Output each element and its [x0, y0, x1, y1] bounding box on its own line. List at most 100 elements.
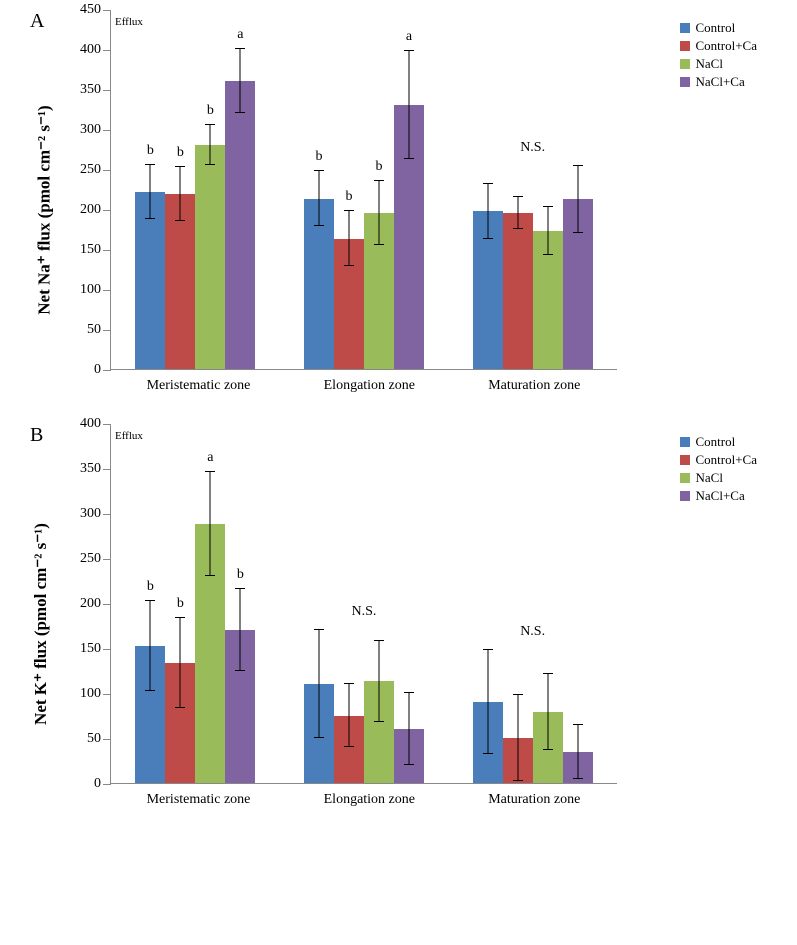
legend-item: NaCl: [680, 56, 758, 72]
error-cap: [145, 690, 155, 691]
error-cap: [573, 165, 583, 166]
y-tick-label: 50: [87, 322, 101, 338]
error-cap: [175, 166, 185, 167]
error-cap: [374, 721, 384, 722]
panel-b-ylabel: Net K⁺ flux (pmol cm⁻² s⁻¹): [31, 523, 51, 725]
bar: a: [225, 81, 255, 369]
significance-label: b: [177, 596, 184, 612]
y-tick-label: 100: [80, 282, 101, 298]
y-tick: [103, 330, 111, 331]
bar-group: bbab: [135, 524, 255, 783]
y-tick: [103, 90, 111, 91]
legend-item: Control: [680, 434, 758, 450]
legend-item: Control: [680, 20, 758, 36]
bar: b: [364, 213, 394, 369]
significance-label: b: [147, 579, 154, 595]
y-tick-label: 350: [80, 82, 101, 98]
error-cap: [404, 50, 414, 51]
significance-label: b: [207, 103, 214, 119]
error-cap: [543, 749, 553, 750]
error-cap: [543, 254, 553, 255]
error-cap: [235, 112, 245, 113]
error-bar: [318, 171, 319, 225]
error-cap: [235, 588, 245, 589]
x-category-label: Meristematic zone: [147, 792, 251, 808]
y-tick-label: 200: [80, 596, 101, 612]
significance-label: a: [406, 29, 412, 45]
y-tick: [103, 290, 111, 291]
bars-container: bbabN.S.N.S.: [111, 424, 617, 783]
y-tick: [103, 784, 111, 785]
y-tick-label: 300: [80, 122, 101, 138]
bar-group: bbba: [135, 81, 255, 369]
y-tick-label: 50: [87, 731, 101, 747]
y-tick: [103, 694, 111, 695]
error-cap: [205, 471, 215, 472]
bars-container: bbbabbbaN.S.: [111, 10, 617, 369]
error-cap: [483, 238, 493, 239]
error-bar: [408, 51, 409, 158]
error-cap: [344, 210, 354, 211]
y-tick: [103, 424, 111, 425]
y-tick-label: 0: [94, 362, 101, 378]
ns-label: N.S.: [520, 140, 545, 156]
error-cap: [314, 629, 324, 630]
legend-swatch: [680, 77, 690, 87]
panel-b: B Efflux Net K⁺ flux (pmol cm⁻² s⁻¹) Con…: [20, 424, 777, 808]
bar: [473, 211, 503, 369]
error-cap: [175, 707, 185, 708]
legend-item: NaCl+Ca: [680, 488, 758, 504]
error-bar: [547, 207, 548, 255]
bar-group: N.S.: [473, 199, 593, 369]
x-category-label: Maturation zone: [488, 792, 580, 808]
bar: [394, 729, 424, 783]
error-cap: [175, 220, 185, 221]
error-cap: [513, 228, 523, 229]
bar: [304, 684, 334, 783]
error-bar: [240, 589, 241, 672]
y-tick: [103, 559, 111, 560]
legend-label: NaCl+Ca: [696, 74, 745, 90]
y-tick-label: 150: [80, 641, 101, 657]
error-cap: [543, 673, 553, 674]
error-cap: [374, 244, 384, 245]
y-tick-label: 250: [80, 551, 101, 567]
y-tick-label: 450: [80, 2, 101, 18]
y-tick: [103, 604, 111, 605]
error-bar: [577, 166, 578, 233]
x-category-label: Maturation zone: [488, 378, 580, 394]
significance-label: b: [375, 159, 382, 175]
x-category-label: Elongation zone: [324, 378, 415, 394]
bar: [533, 231, 563, 369]
error-bar: [318, 630, 319, 738]
y-tick: [103, 739, 111, 740]
legend-label: NaCl+Ca: [696, 488, 745, 504]
panel-a-ylabel: Net Na⁺ flux (pmol cm⁻² s⁻¹): [35, 105, 55, 314]
legend-label: NaCl: [696, 470, 723, 486]
panel-a-label: A: [30, 10, 44, 33]
y-tick-label: 150: [80, 242, 101, 258]
error-cap: [235, 670, 245, 671]
bar: b: [195, 145, 225, 369]
error-cap: [543, 206, 553, 207]
error-bar: [180, 618, 181, 708]
panel-a-legend: ControlControl+CaNaClNaCl+Ca: [680, 20, 758, 92]
y-tick-label: 300: [80, 506, 101, 522]
error-cap: [344, 746, 354, 747]
error-bar: [210, 472, 211, 576]
bar-group: N.S.: [473, 702, 593, 783]
error-cap: [483, 649, 493, 650]
y-tick: [103, 10, 111, 11]
legend-swatch: [680, 23, 690, 33]
bar: b: [135, 646, 165, 783]
legend-swatch: [680, 473, 690, 483]
legend-swatch: [680, 491, 690, 501]
legend-swatch: [680, 455, 690, 465]
bar: b: [304, 199, 334, 369]
legend-item: NaCl: [680, 470, 758, 486]
panel-b-plot: 050100150200250300350400bbabN.S.N.S.: [110, 424, 617, 784]
y-tick-label: 350: [80, 461, 101, 477]
bar-group: N.S.: [304, 681, 424, 783]
legend-swatch: [680, 41, 690, 51]
error-cap: [483, 183, 493, 184]
